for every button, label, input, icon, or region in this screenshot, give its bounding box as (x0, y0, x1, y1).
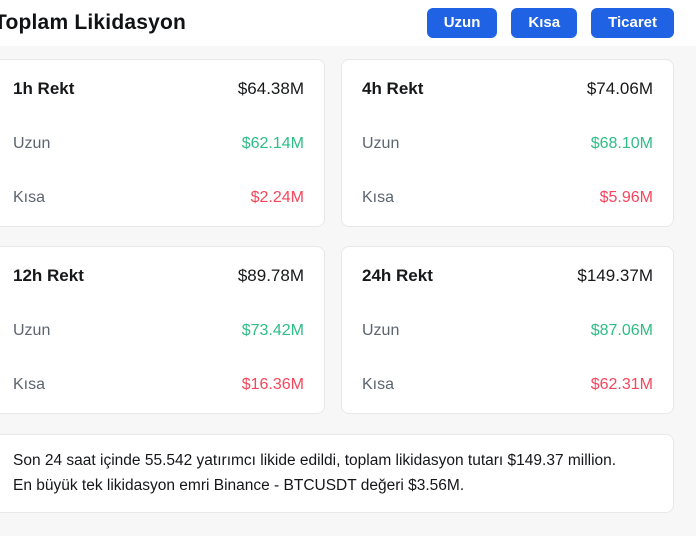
header-bar: Toplam Likidasyon Uzun Kısa Ticaret (0, 0, 696, 46)
summary-line-2: En büyük tek likidasyon emri Binance - B… (13, 477, 465, 495)
summary-line-1: Son 24 saat içinde 55.542 yatırımcı liki… (13, 452, 617, 469)
short-label: Kısa (13, 189, 46, 206)
card-total-value: $74.06M (586, 79, 653, 98)
page-title: Toplam Likidasyon (0, 11, 187, 34)
long-label: Uzun (13, 322, 51, 339)
uzun-button[interactable]: Uzun (426, 7, 498, 39)
long-value: $62.14M (241, 135, 304, 152)
rekt-card-4h: 4h Rekt $74.06M Uzun $68.10M Kısa $5.96M (341, 59, 674, 227)
short-label: Kısa (362, 189, 395, 206)
card-header-row: 24h Rekt $149.37M (362, 266, 653, 286)
rekt-card-1h: 1h Rekt $64.38M Uzun $62.14M Kısa $2.24M (0, 59, 325, 227)
rekt-card-24h: 24h Rekt $149.37M Uzun $87.06M Kısa $62.… (341, 246, 674, 414)
short-row: Kısa $2.24M (13, 189, 304, 207)
short-value: $62.31M (590, 376, 653, 393)
long-label: Uzun (13, 135, 51, 152)
long-label: Uzun (362, 135, 400, 152)
card-header-row: 4h Rekt $74.06M (362, 79, 653, 99)
rekt-card-12h: 12h Rekt $89.78M Uzun $73.42M Kısa $16.3… (0, 246, 325, 414)
card-total-value: $89.78M (237, 266, 304, 285)
short-value: $2.24M (250, 189, 304, 206)
short-label: Kısa (362, 376, 395, 393)
card-header-row: 12h Rekt $89.78M (13, 266, 304, 286)
card-title: 4h Rekt (362, 79, 424, 98)
short-value: $5.96M (599, 189, 653, 206)
short-row: Kısa $5.96M (362, 189, 653, 207)
short-value: $16.36M (241, 376, 304, 393)
rekt-cards-grid: 1h Rekt $64.38M Uzun $62.14M Kısa $2.24M… (0, 59, 674, 414)
liquidation-dashboard: 1h Rekt $64.38M Uzun $62.14M Kısa $2.24M… (0, 46, 696, 536)
card-title: 12h Rekt (13, 266, 84, 285)
summary-panel: Son 24 saat içinde 55.542 yatırımcı liki… (0, 434, 674, 514)
kisa-button[interactable]: Kısa (511, 7, 578, 39)
card-title: 24h Rekt (362, 266, 433, 285)
short-row: Kısa $62.31M (362, 376, 653, 394)
short-label: Kısa (13, 376, 46, 393)
card-total-value: $64.38M (237, 79, 304, 98)
long-label: Uzun (362, 322, 400, 339)
card-header-row: 1h Rekt $64.38M (13, 79, 304, 99)
long-row: Uzun $68.10M (362, 135, 653, 153)
long-row: Uzun $73.42M (13, 322, 304, 340)
long-row: Uzun $62.14M (13, 135, 304, 153)
long-value: $73.42M (241, 322, 304, 339)
card-title: 1h Rekt (13, 79, 75, 98)
long-value: $87.06M (590, 322, 653, 339)
card-total-value: $149.37M (577, 266, 653, 285)
ticaret-button[interactable]: Ticaret (591, 7, 674, 39)
short-row: Kısa $16.36M (13, 376, 304, 394)
long-row: Uzun $87.06M (362, 322, 653, 340)
long-value: $68.10M (590, 135, 653, 152)
filter-button-group: Uzun Kısa Ticaret (426, 7, 674, 39)
